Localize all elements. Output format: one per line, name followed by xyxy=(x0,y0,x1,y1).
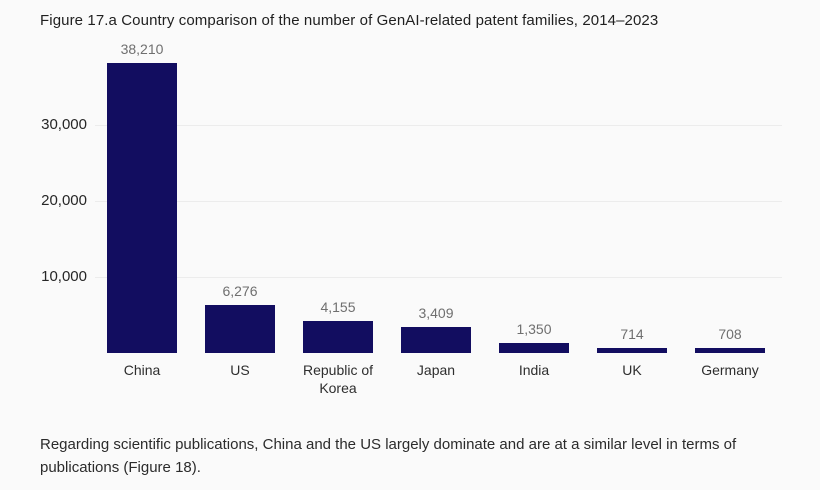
bar-china xyxy=(107,63,177,353)
figure-caption: Regarding scientific publications, China… xyxy=(40,436,737,476)
x-axis-category-label: Japan xyxy=(416,362,456,378)
bar-value-label: 38,210 xyxy=(120,41,164,57)
x-axis-category-label: India xyxy=(518,362,550,378)
bar-chart: 10,000 20,000 30,000 38,210 China 6,276 US 4,15… xyxy=(41,41,782,396)
gridline xyxy=(95,201,782,202)
gridline xyxy=(95,125,782,126)
y-axis-tick-label: 30,000 xyxy=(41,116,87,133)
x-axis-category-label: UK xyxy=(622,362,642,378)
bar-value-label: 708 xyxy=(718,326,742,342)
bar-value-label: 3,409 xyxy=(418,305,454,321)
bar-republic-of-korea xyxy=(303,321,373,353)
bar-us xyxy=(205,305,275,353)
bar-value-label: 4,155 xyxy=(320,299,356,315)
bar-japan xyxy=(401,327,471,353)
bar-uk xyxy=(597,348,667,353)
x-axis-category-label: Germany xyxy=(701,362,759,378)
x-axis-category-label: Republic of Korea xyxy=(302,362,374,396)
gridline xyxy=(95,277,782,278)
bar-value-label: 714 xyxy=(620,326,644,342)
y-axis-tick-label: 10,000 xyxy=(41,268,87,285)
x-axis-category-label: China xyxy=(123,362,161,378)
y-axis-tick-label: 20,000 xyxy=(41,192,87,209)
figure-title: Figure 17.a Country comparison of the nu… xyxy=(40,12,659,29)
bar-india xyxy=(499,343,569,353)
x-axis-category-label: US xyxy=(230,362,250,378)
bar-value-label: 1,350 xyxy=(516,321,552,337)
bar-value-label: 6,276 xyxy=(222,283,258,299)
bar-germany xyxy=(695,348,765,353)
